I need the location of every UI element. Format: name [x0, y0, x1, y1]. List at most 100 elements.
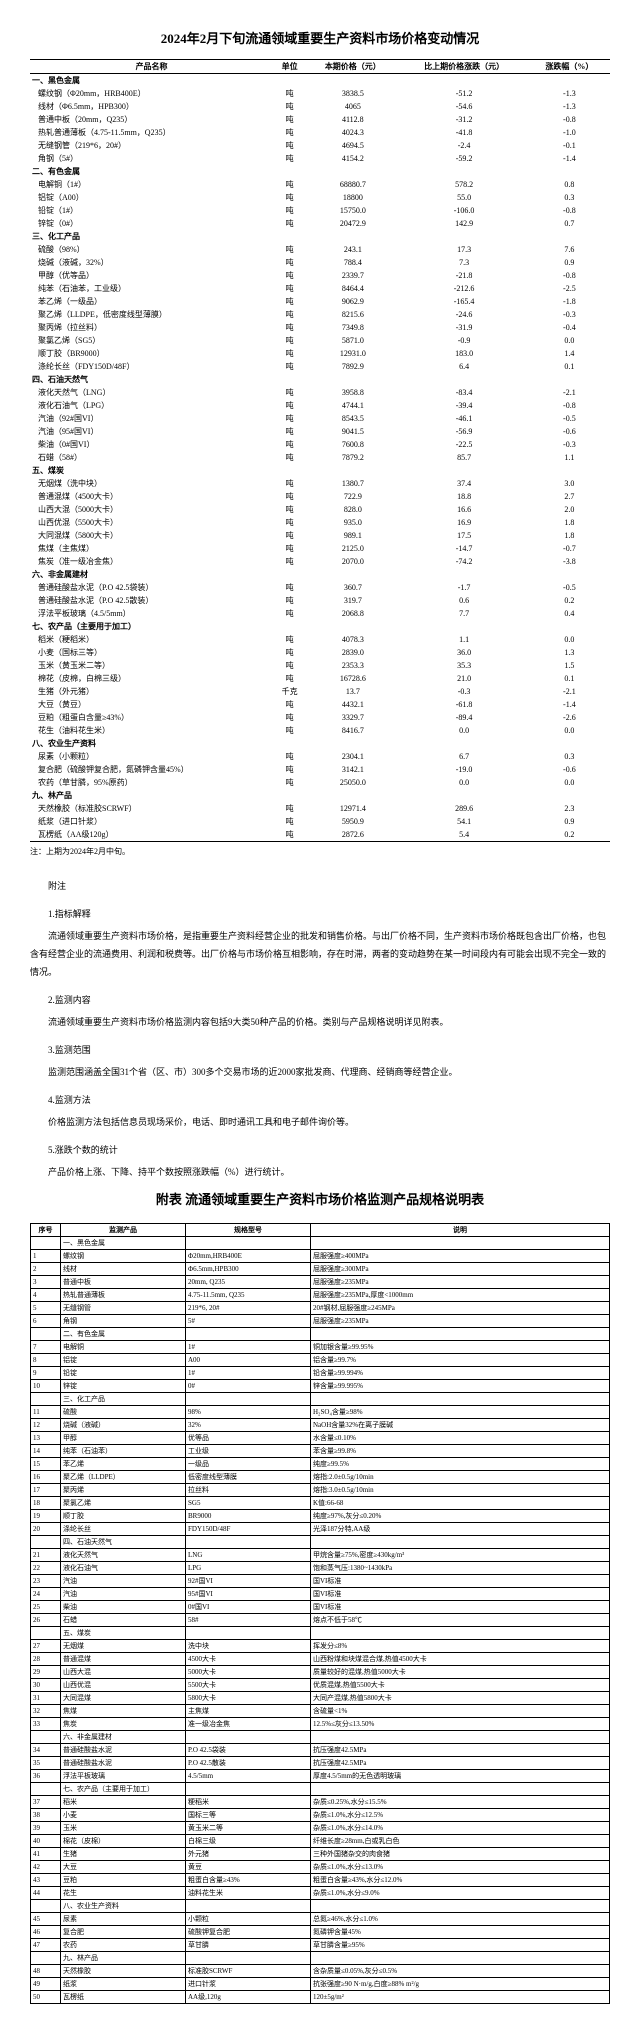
item-name: 无烟煤（洗中块）: [30, 477, 273, 490]
spec-desc: 国VI标准: [311, 1601, 610, 1614]
spec-name: 纸浆: [61, 1978, 186, 1991]
item-name: 焦煤（主焦煤）: [30, 542, 273, 555]
item-rate: -0.5: [529, 412, 610, 425]
item-name: 甲醇（优等品）: [30, 269, 273, 282]
item-name: 聚氯乙烯（SG5）: [30, 334, 273, 347]
item-unit: 吨: [273, 555, 306, 568]
spec-name: 螺纹钢: [61, 1250, 186, 1263]
category-row: 八、农业生产资料: [30, 737, 610, 750]
item-name: 液化石油气（LPG）: [30, 399, 273, 412]
spec-name: 硫酸: [61, 1406, 186, 1419]
spec-idx: 17: [31, 1484, 61, 1497]
item-unit: 吨: [273, 659, 306, 672]
spec-desc: 粗蛋白含量≥43%,水分≤12.0%: [311, 1874, 610, 1887]
t2-col-desc: 说明: [311, 1224, 610, 1237]
item-rate: 0.0: [529, 633, 610, 646]
item-price: 788.4: [306, 256, 399, 269]
item-diff: 16.6: [399, 503, 528, 516]
item-unit: 吨: [273, 607, 306, 620]
spec-idx: [31, 1627, 61, 1640]
item-unit: 吨: [273, 204, 306, 217]
spec-model: 4500大卡: [186, 1653, 311, 1666]
item-price: 3838.5: [306, 87, 399, 100]
item-diff: 183.0: [399, 347, 528, 360]
item-rate: -0.3: [529, 308, 610, 321]
item-name: 石蜡（58#）: [30, 451, 273, 464]
spec-idx: 4: [31, 1289, 61, 1302]
item-diff: -22.5: [399, 438, 528, 451]
item-diff: -14.7: [399, 542, 528, 555]
item-price: 2339.7: [306, 269, 399, 282]
spec-name: 无烟煤: [61, 1640, 186, 1653]
spec-model: 油料花生米: [186, 1887, 311, 1900]
spec-desc: 氮磷钾含量45%: [311, 1926, 610, 1939]
item-diff: -74.2: [399, 555, 528, 568]
spec-model: AA级,120g: [186, 1991, 311, 2004]
item-name: 苯乙烯（一级品）: [30, 295, 273, 308]
item-name: 小麦（国标三等）: [30, 646, 273, 659]
item-unit: 吨: [273, 776, 306, 789]
spec-model: 外元猪: [186, 1848, 311, 1861]
item-name: 顺丁胶（BR9000）: [30, 347, 273, 360]
item-rate: 0.0: [529, 724, 610, 737]
spec-idx: 16: [31, 1471, 61, 1484]
item-diff: 36.0: [399, 646, 528, 659]
item-rate: 1.4: [529, 347, 610, 360]
item-name: 汽油（95#国VI）: [30, 425, 273, 438]
spec-desc: [311, 1237, 610, 1250]
item-rate: 2.7: [529, 490, 610, 503]
spec-name: 山西大混: [61, 1666, 186, 1679]
spec-idx: 35: [31, 1757, 61, 1770]
spec-idx: 18: [31, 1497, 61, 1510]
category-row: 六、非金属建材: [30, 568, 610, 581]
spec-desc: 优质混煤,热值5500大卡: [311, 1679, 610, 1692]
spec-idx: 48: [31, 1965, 61, 1978]
item-diff: 17.3: [399, 243, 528, 256]
spec-idx: 27: [31, 1640, 61, 1653]
col-rate: 涨跌幅（%）: [529, 60, 610, 74]
item-rate: -0.6: [529, 763, 610, 776]
spec-desc: 挥发分≤8%: [311, 1640, 610, 1653]
item-name: 电解铜（1#）: [30, 178, 273, 191]
spec-model: LPG: [186, 1562, 311, 1575]
spec-desc: 杂质≤1.0%,水分≤12.5%: [311, 1809, 610, 1822]
item-rate: 1.8: [529, 516, 610, 529]
spec-model: [186, 1393, 311, 1406]
item-rate: -2.1: [529, 386, 610, 399]
spec-name: 线材: [61, 1263, 186, 1276]
item-unit: 吨: [273, 113, 306, 126]
item-unit: 吨: [273, 87, 306, 100]
item-diff: 16.9: [399, 516, 528, 529]
item-diff: -24.6: [399, 308, 528, 321]
item-price: 4065: [306, 100, 399, 113]
spec-name: 铝锭: [61, 1354, 186, 1367]
item-unit: 吨: [273, 724, 306, 737]
spec-model: 5#: [186, 1315, 311, 1328]
appendix-title: 附表 流通领域重要生产资料市场价格监测产品规格说明表: [30, 1189, 610, 1208]
item-name: 普通硅酸盐水泥（P.O 42.5散装）: [30, 594, 273, 607]
spec-name: 顺丁胶: [61, 1510, 186, 1523]
spec-desc: 屈服强度≥400MPa: [311, 1250, 610, 1263]
spec-model: 1#: [186, 1367, 311, 1380]
note-t5: 产品价格上涨、下降、持平个数按照涨跌幅（%）进行统计。: [30, 1163, 610, 1181]
spec-idx: 19: [31, 1510, 61, 1523]
spec-name: 涤纶长丝: [61, 1523, 186, 1536]
item-rate: -0.6: [529, 425, 610, 438]
item-price: 989.1: [306, 529, 399, 542]
spec-name: 花生: [61, 1887, 186, 1900]
item-unit: 千克: [273, 685, 306, 698]
t2-col-idx: 序号: [31, 1224, 61, 1237]
spec-name: 焦炭: [61, 1718, 186, 1731]
item-price: 722.9: [306, 490, 399, 503]
item-rate: 0.2: [529, 828, 610, 842]
item-unit: 吨: [273, 633, 306, 646]
spec-model: 主焦煤: [186, 1705, 311, 1718]
item-name: 柴油（0#国VI）: [30, 438, 273, 451]
item-diff: -21.8: [399, 269, 528, 282]
item-price: 4112.8: [306, 113, 399, 126]
spec-name: 一、黑色金属: [61, 1237, 186, 1250]
category-row: 一、黑色金属: [30, 74, 610, 88]
spec-model: [186, 1731, 311, 1744]
item-rate: 7.6: [529, 243, 610, 256]
spec-model: 32%: [186, 1419, 311, 1432]
